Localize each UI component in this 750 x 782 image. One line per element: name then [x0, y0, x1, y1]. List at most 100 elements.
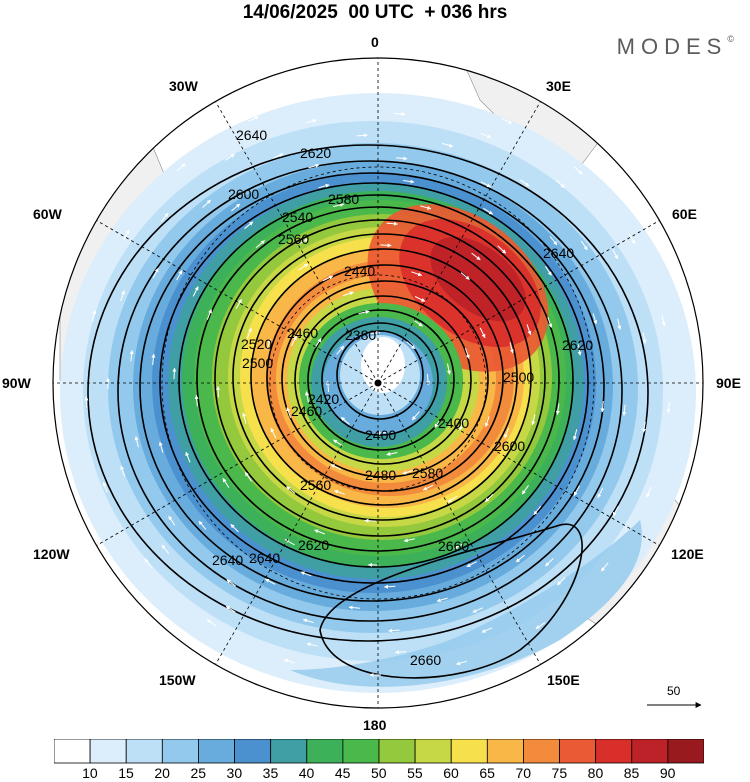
wind-vector: [515, 554, 525, 563]
wind-vector: [336, 345, 345, 355]
wind-vector: [411, 411, 420, 421]
lon-label-120e: 120E: [671, 546, 704, 562]
map-title: 14/06/2025 00 UTC + 036 hrs: [242, 2, 508, 23]
contour-label: 2480: [365, 467, 396, 483]
lon-label-30e: 30E: [546, 78, 571, 94]
lon-label-90w: 90W: [2, 375, 31, 391]
colorbar-swatch: [54, 739, 91, 764]
wind-vector: [447, 495, 458, 503]
wind-vector: [272, 153, 284, 159]
colorbar-swatch: [595, 739, 633, 764]
wind-vector: [305, 391, 309, 403]
colorbar-swatch: [89, 739, 127, 764]
wind-vectors: [84, 91, 671, 677]
height-contour: [232, 233, 532, 521]
height-contour: [307, 309, 455, 451]
wind-vector: [225, 153, 235, 161]
wind-vector: [464, 347, 470, 359]
colorbar-swatch: [342, 739, 380, 764]
wind-vector: [411, 271, 423, 277]
contour-label: 2640: [249, 550, 280, 566]
contour-label: 2640: [212, 552, 243, 568]
wind-vector: [545, 558, 554, 567]
contour-label: 2400: [365, 427, 396, 443]
wind-vector: [617, 318, 622, 330]
colorbar-tick-label: 50: [371, 765, 387, 781]
wind-vector: [418, 92, 430, 97]
wind-vector: [198, 520, 207, 530]
wind-vector: [322, 275, 334, 282]
wind-vector: [144, 558, 152, 568]
colorbar-swatch: [486, 739, 524, 764]
wind-vector: [340, 416, 350, 425]
wind-vector: [225, 605, 236, 613]
contour-label: 2500: [503, 369, 534, 385]
colorbar-tick-label: 90: [659, 765, 676, 781]
colorbar-swatch: [198, 739, 235, 764]
wind-vector: [356, 133, 368, 138]
wind-vector: [388, 628, 400, 633]
contour-label: 2660: [410, 652, 441, 668]
colorbar-swatch: [667, 739, 704, 764]
wind-vector: [161, 544, 170, 554]
contour-label: 2460: [291, 403, 322, 419]
wind-vector: [597, 487, 604, 499]
wind-vector: [395, 650, 407, 655]
wind-vector: [574, 166, 583, 175]
wind-vector: [176, 163, 186, 172]
wind-vector: [622, 404, 627, 416]
wind-vector: [509, 342, 514, 354]
wind-vector: [270, 427, 277, 439]
contour-label: 2580: [412, 465, 443, 481]
wind-vector: [592, 313, 598, 325]
wind-vector: [158, 441, 164, 453]
wind-vector: [460, 272, 470, 280]
colorbar: [54, 739, 704, 764]
wind-vector: [497, 245, 507, 254]
lon-label-180: 180: [363, 717, 387, 733]
wind-vector: [414, 296, 426, 302]
colorbar-tick-label: 30: [226, 765, 243, 781]
wind-vector: [480, 132, 492, 139]
wind-vector: [535, 622, 546, 630]
wind-vector: [364, 518, 376, 523]
colorbar-swatch: [234, 739, 272, 764]
wind-vector: [265, 578, 276, 585]
brand-name: MODES: [616, 34, 728, 59]
contour-label: 2380: [345, 327, 376, 343]
wind-vector: [661, 314, 666, 327]
wind-vector: [406, 341, 416, 350]
wind-vector: [384, 584, 396, 589]
brand-logo: MODES©: [617, 34, 734, 60]
wind-vector: [481, 627, 493, 633]
wind-vector: [420, 205, 432, 210]
wind-vector: [380, 243, 392, 248]
height-contour: [281, 280, 489, 478]
wind-vector: [305, 118, 317, 124]
subtropical-jet-shading: [290, 520, 642, 687]
wind-vector: [456, 660, 468, 666]
wind-vector: [466, 561, 477, 568]
wind-vector: [556, 179, 565, 189]
contour-label: 2620: [300, 145, 331, 161]
lon-label-90e: 90E: [716, 375, 741, 391]
contour-label: 2540: [282, 209, 313, 225]
wind-vector: [291, 335, 297, 347]
wind-vector: [646, 486, 652, 498]
wind-vector: [120, 290, 125, 302]
colorbar-tick-label: 35: [262, 765, 279, 781]
wind-speed-shading: [60, 93, 696, 693]
wind-vector: [216, 385, 221, 398]
height-contour: [178, 194, 574, 568]
lon-label-60w: 60W: [33, 206, 62, 222]
colorbar-tick-label: 25: [190, 765, 207, 781]
wind-vector: [549, 236, 558, 246]
wind-vector: [308, 163, 320, 169]
contour-label: 2520: [241, 336, 272, 352]
wind-vector: [642, 421, 647, 433]
wind-vector: [152, 267, 159, 279]
wind-vector: [572, 429, 578, 441]
colorbar-tick-label: 15: [118, 765, 134, 781]
lon-label-30w: 30W: [169, 78, 198, 94]
wind-vector: [192, 286, 199, 297]
